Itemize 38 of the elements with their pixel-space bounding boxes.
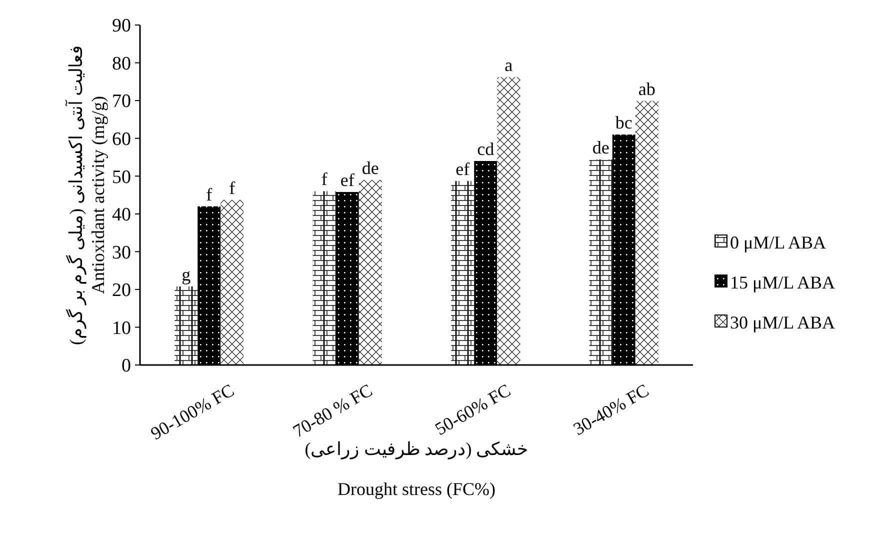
data-label: cd	[477, 139, 494, 159]
y-tick-label: 70	[112, 91, 131, 112]
data-label: f	[229, 178, 236, 198]
bar	[497, 77, 520, 365]
bar	[220, 200, 244, 365]
bar	[612, 134, 636, 365]
bar	[336, 192, 359, 365]
data-label: de	[592, 137, 610, 158]
y-tick-label: 50	[112, 166, 131, 188]
y-tick-label: 60	[112, 128, 131, 150]
bar	[198, 206, 221, 365]
data-label: de	[362, 158, 379, 178]
y-tick-label: 0	[122, 356, 131, 377]
bar	[312, 191, 336, 365]
y-tick-label: 40	[112, 204, 131, 226]
legend-label: 30 μM/L ABA	[730, 312, 835, 332]
y-tick-label: 80	[112, 53, 131, 74]
y-tick-label: 90	[112, 16, 131, 37]
bar	[589, 159, 612, 365]
bar	[451, 181, 474, 365]
legend-label: 0 μM/L ABA	[730, 232, 826, 252]
bar	[174, 286, 198, 365]
data-label: f	[206, 184, 212, 204]
x-tick-label: 70-80 % FC	[289, 380, 376, 442]
data-label: bc	[615, 112, 632, 133]
data-label: f	[321, 169, 328, 190]
bar	[474, 161, 498, 365]
data-label: g	[182, 264, 191, 284]
bar	[635, 100, 658, 365]
data-label: ef	[340, 170, 354, 190]
data-label: a	[504, 55, 513, 76]
data-label: ef	[456, 159, 470, 180]
y-tick-label: 20	[112, 280, 131, 302]
data-label: ab	[638, 78, 656, 99]
y-tick-label: 30	[112, 242, 131, 264]
legend-label: 15 μM/L ABA	[730, 272, 835, 292]
bar	[358, 180, 382, 365]
y-tick-label: 10	[112, 318, 131, 339]
